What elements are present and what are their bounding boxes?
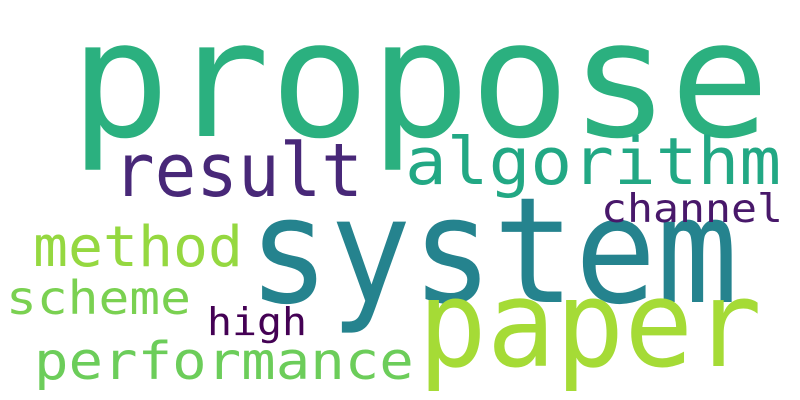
word-algorithm: algorithm (405, 125, 782, 200)
word-channel: channel (601, 187, 783, 232)
word-result: result (113, 128, 363, 214)
word-system: system (248, 166, 739, 337)
word-performance: performance (34, 332, 414, 392)
word-paper: paper (418, 256, 762, 395)
word-scheme: scheme (6, 271, 191, 325)
word-propose: propose (70, 0, 770, 175)
word-method: method (33, 215, 243, 280)
word-high: high (207, 300, 308, 344)
